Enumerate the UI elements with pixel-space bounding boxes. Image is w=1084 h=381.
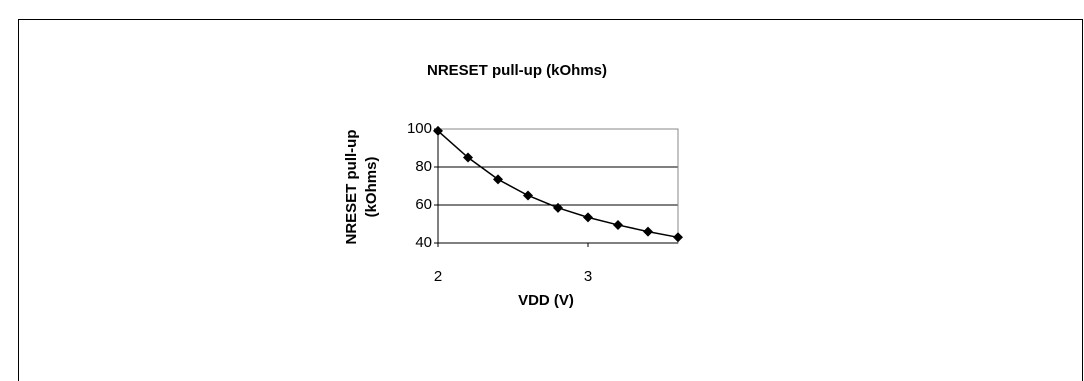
- data-point: [643, 226, 653, 237]
- x-tick-label: 3: [584, 268, 592, 285]
- plot-area: [437, 128, 679, 244]
- y-tick-label: 40: [415, 234, 432, 251]
- y-axis-label: (kOhms): [363, 157, 380, 218]
- data-point: [523, 190, 533, 201]
- y-tick-label: 100: [407, 120, 432, 137]
- x-axis-label: VDD (V): [518, 292, 574, 309]
- data-point: [463, 152, 473, 163]
- y-axis-label: NRESET pull-up: [343, 130, 360, 245]
- chart-title: NRESET pull-up (kOhms): [427, 62, 607, 79]
- data-line: [437, 130, 679, 239]
- data-point: [613, 219, 623, 230]
- data-point: [673, 232, 683, 243]
- data-point: [553, 202, 563, 213]
- x-tick-label: 2: [434, 268, 442, 285]
- data-point: [583, 212, 593, 223]
- data-point: [433, 125, 443, 136]
- data-point: [493, 174, 503, 185]
- figure-frame: [18, 19, 1083, 381]
- y-tick-label: 80: [415, 158, 432, 175]
- y-tick-label: 60: [415, 196, 432, 213]
